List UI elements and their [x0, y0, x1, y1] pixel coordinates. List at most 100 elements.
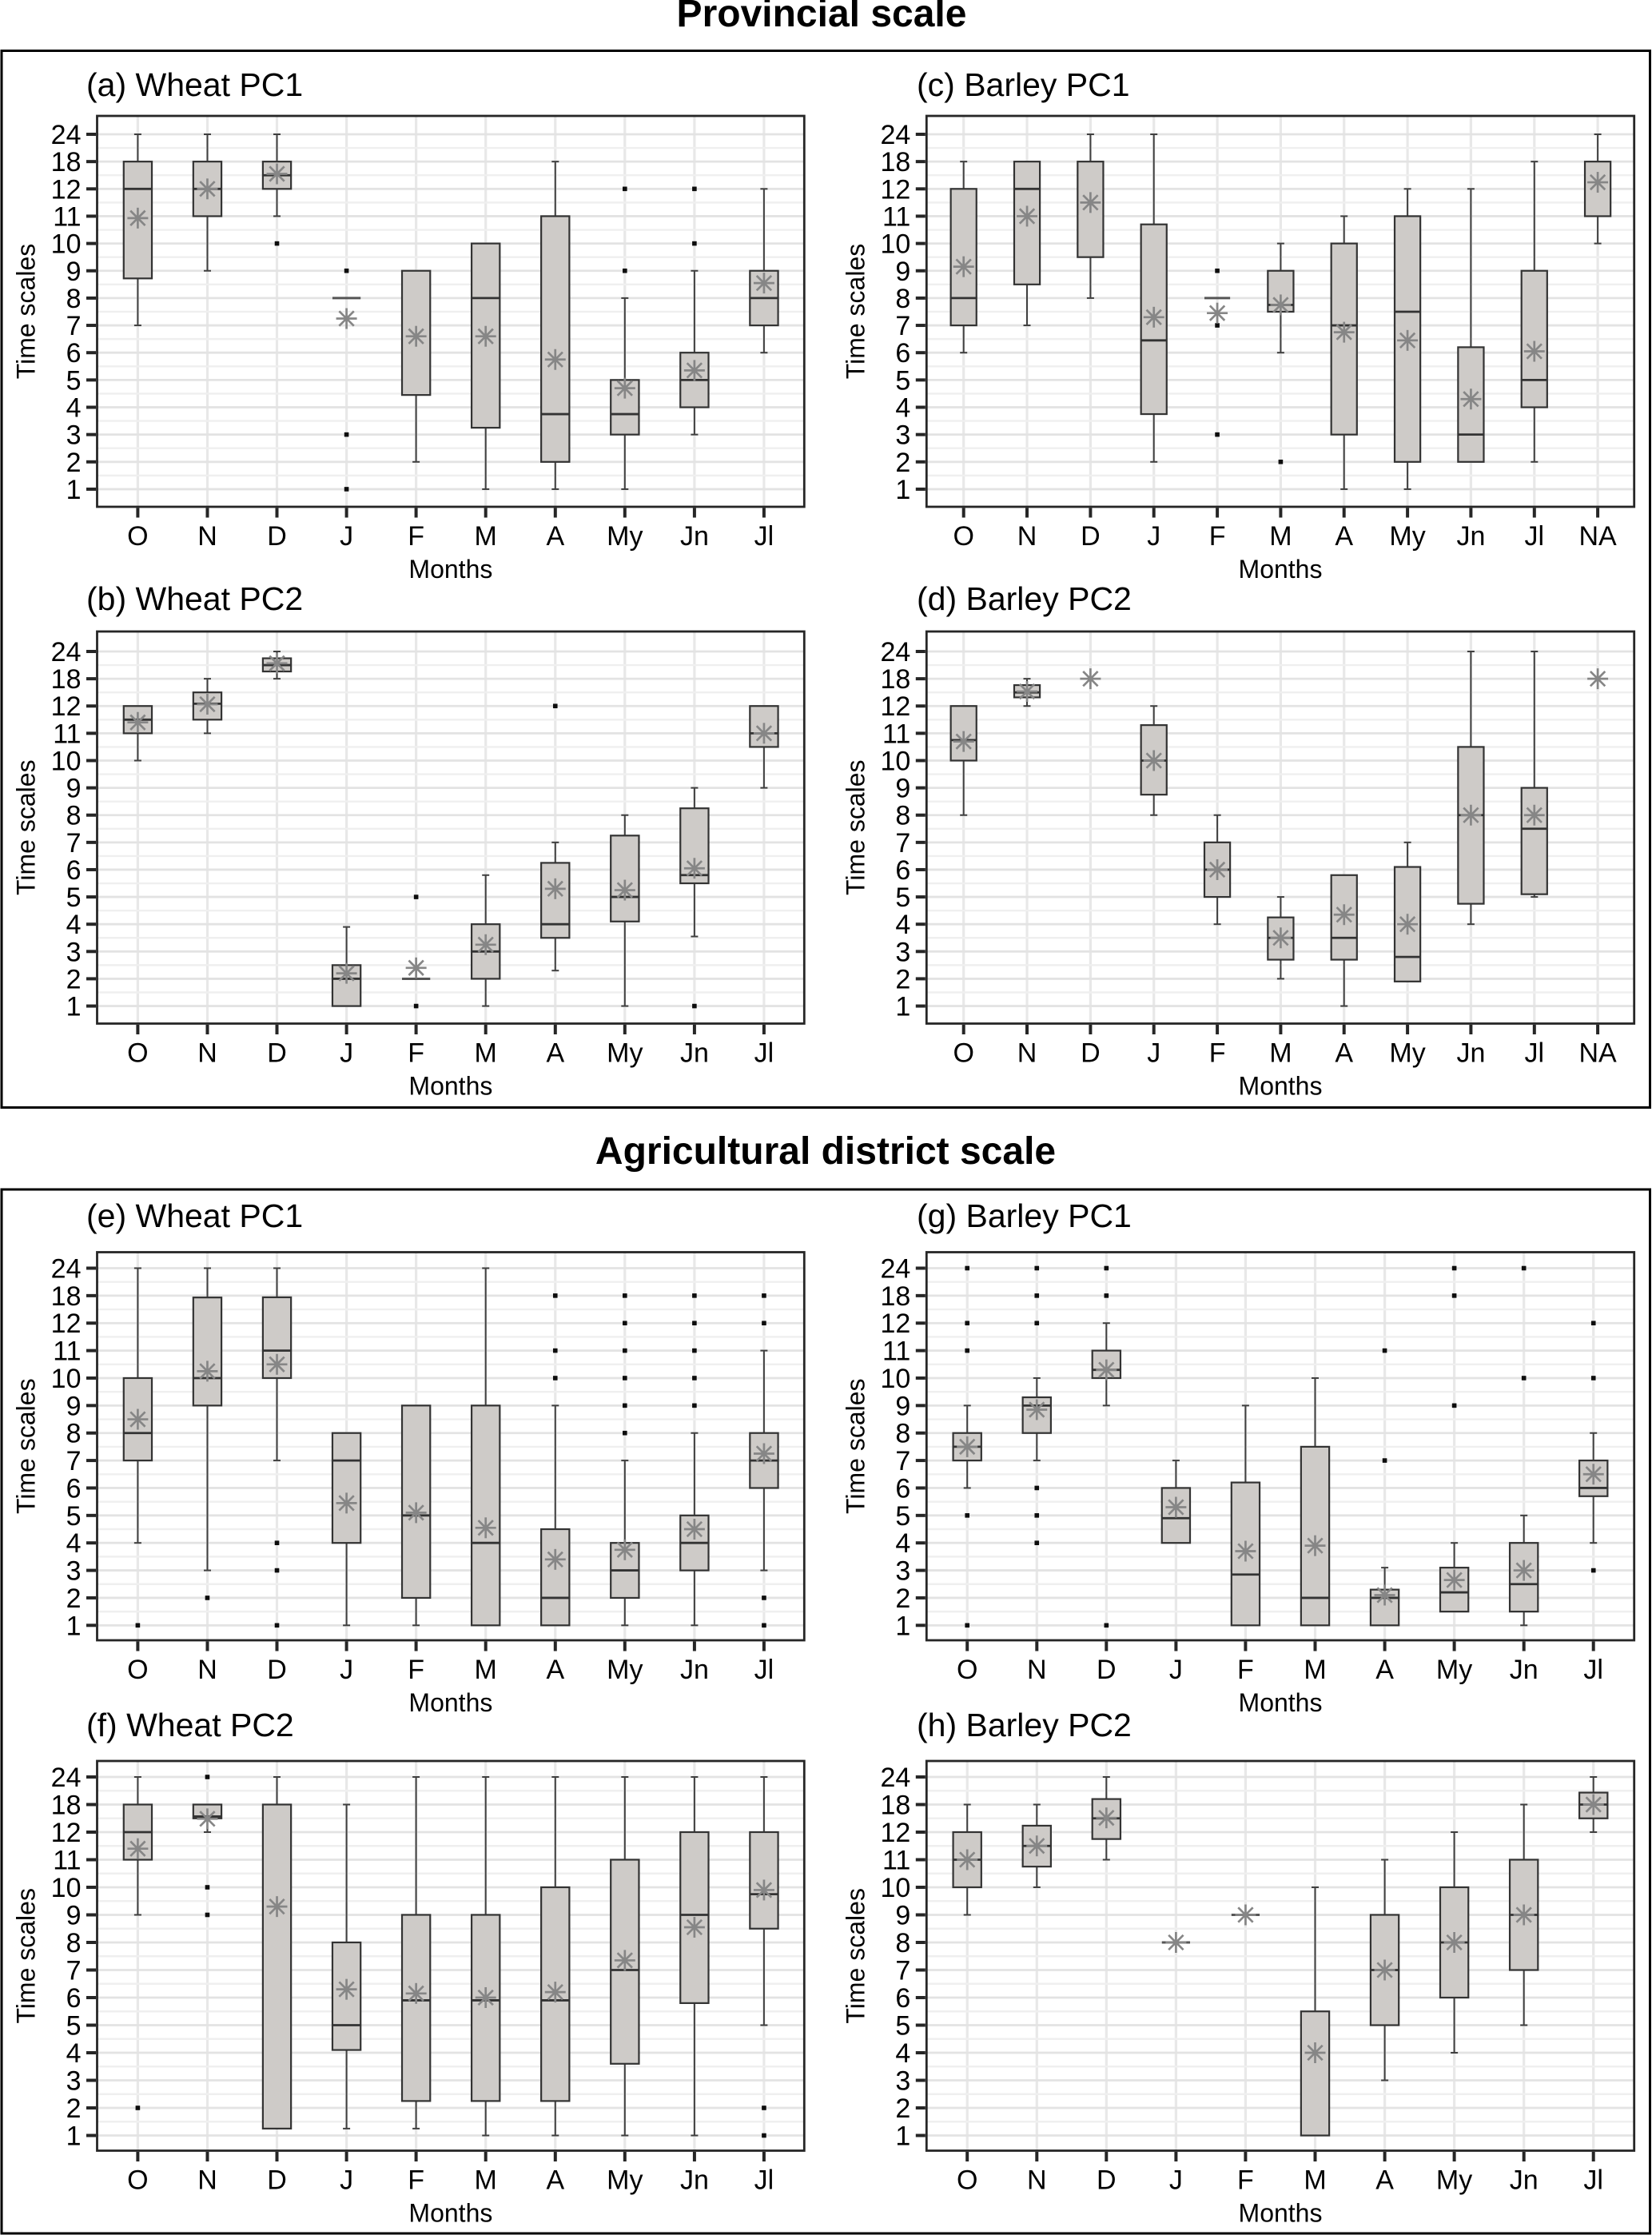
svg-text:8: 8: [895, 1928, 910, 1958]
svg-text:12: 12: [880, 174, 910, 205]
svg-text:M: M: [475, 1038, 497, 1069]
svg-text:D: D: [1097, 2165, 1117, 2196]
svg-text:5: 5: [66, 1501, 82, 1532]
svg-text:Jn: Jn: [680, 1655, 709, 1685]
svg-text:18: 18: [51, 664, 82, 695]
svg-text:18: 18: [51, 1281, 82, 1312]
svg-text:2: 2: [895, 1584, 910, 1614]
svg-text:N: N: [197, 2165, 217, 2196]
svg-text:N: N: [1017, 521, 1037, 552]
svg-text:12: 12: [880, 1309, 910, 1339]
svg-text:4: 4: [895, 393, 910, 424]
svg-text:M: M: [475, 1655, 497, 1685]
svg-text:Provincial scale: Provincial scale: [677, 0, 967, 35]
svg-text:M: M: [475, 2165, 497, 2196]
svg-text:O: O: [957, 2165, 977, 2196]
svg-text:A: A: [1375, 2165, 1394, 2196]
svg-text:M: M: [1304, 2165, 1326, 2196]
svg-text:A: A: [1335, 521, 1353, 552]
svg-text:11: 11: [882, 719, 910, 749]
svg-text:7: 7: [66, 828, 82, 859]
svg-text:Jn: Jn: [1510, 1655, 1539, 1685]
svg-text:J: J: [340, 1038, 353, 1069]
svg-text:3: 3: [66, 2066, 82, 2097]
svg-text:O: O: [127, 2165, 148, 2196]
svg-text:Months: Months: [1239, 1072, 1323, 1101]
svg-text:F: F: [408, 1655, 424, 1685]
svg-text:Time scales: Time scales: [842, 1378, 870, 1514]
svg-text:7: 7: [895, 828, 910, 859]
svg-text:5: 5: [895, 365, 910, 396]
svg-text:J: J: [340, 2165, 353, 2196]
svg-text:3: 3: [895, 937, 910, 967]
svg-text:12: 12: [51, 174, 82, 205]
svg-text:Jn: Jn: [680, 521, 709, 552]
svg-text:6: 6: [895, 855, 910, 886]
svg-text:11: 11: [882, 1337, 910, 1367]
svg-text:6: 6: [895, 1983, 910, 2014]
svg-text:8: 8: [895, 801, 910, 831]
svg-text:7: 7: [66, 1446, 82, 1476]
svg-text:N: N: [1027, 2165, 1047, 2196]
svg-text:12: 12: [51, 1818, 82, 1848]
svg-text:24: 24: [880, 1763, 910, 1793]
svg-text:(c) Barley PC1: (c) Barley PC1: [917, 66, 1130, 103]
svg-text:(h) Barley PC2: (h) Barley PC2: [917, 1707, 1132, 1743]
svg-text:J: J: [1169, 2165, 1183, 2196]
svg-text:O: O: [953, 521, 973, 552]
svg-text:Jl: Jl: [754, 2165, 774, 2196]
svg-text:11: 11: [53, 201, 81, 232]
svg-text:10: 10: [880, 1873, 910, 1903]
svg-text:Time scales: Time scales: [12, 1378, 41, 1514]
svg-text:2: 2: [66, 964, 82, 994]
svg-text:A: A: [546, 1655, 564, 1685]
svg-text:8: 8: [66, 1419, 82, 1449]
svg-text:2: 2: [66, 2094, 82, 2124]
svg-text:11: 11: [53, 1337, 81, 1367]
svg-text:9: 9: [895, 257, 910, 287]
svg-text:6: 6: [66, 1473, 82, 1504]
svg-text:2: 2: [66, 1584, 82, 1614]
svg-text:3: 3: [895, 1556, 910, 1587]
svg-text:1: 1: [895, 1611, 910, 1641]
svg-text:8: 8: [66, 801, 82, 831]
svg-text:My: My: [1389, 521, 1425, 552]
svg-text:Jl: Jl: [1583, 1655, 1603, 1685]
svg-text:6: 6: [66, 1983, 82, 2014]
svg-text:N: N: [197, 1655, 217, 1685]
svg-text:Jl: Jl: [1583, 2165, 1603, 2196]
svg-text:My: My: [607, 1038, 643, 1069]
svg-text:N: N: [197, 521, 217, 552]
svg-text:N: N: [1027, 1655, 1047, 1685]
svg-text:Jn: Jn: [1510, 2165, 1539, 2196]
svg-text:Months: Months: [408, 1072, 492, 1101]
svg-text:8: 8: [895, 1419, 910, 1449]
svg-text:3: 3: [66, 937, 82, 967]
svg-text:9: 9: [66, 1391, 82, 1421]
svg-text:2: 2: [895, 964, 910, 994]
svg-text:18: 18: [880, 664, 910, 695]
svg-text:1: 1: [895, 475, 910, 505]
svg-text:24: 24: [880, 1254, 910, 1285]
svg-text:My: My: [1436, 1655, 1472, 1685]
svg-text:9: 9: [895, 1391, 910, 1421]
svg-text:1: 1: [895, 992, 910, 1022]
svg-text:D: D: [1081, 1038, 1101, 1069]
svg-text:Time scales: Time scales: [842, 1888, 870, 2024]
svg-text:10: 10: [51, 229, 82, 260]
svg-text:Months: Months: [1239, 2199, 1323, 2228]
svg-text:12: 12: [880, 691, 910, 722]
svg-text:A: A: [1375, 1655, 1394, 1685]
svg-text:5: 5: [66, 2011, 82, 2042]
svg-text:3: 3: [895, 420, 910, 451]
svg-text:6: 6: [66, 855, 82, 886]
svg-text:3: 3: [66, 1556, 82, 1587]
svg-text:11: 11: [882, 1846, 910, 1876]
svg-text:F: F: [408, 1038, 424, 1069]
svg-text:5: 5: [895, 2011, 910, 2042]
svg-text:3: 3: [66, 420, 82, 451]
svg-text:5: 5: [895, 1501, 910, 1532]
svg-text:M: M: [475, 521, 497, 552]
svg-text:24: 24: [880, 120, 910, 150]
svg-text:8: 8: [895, 284, 910, 314]
